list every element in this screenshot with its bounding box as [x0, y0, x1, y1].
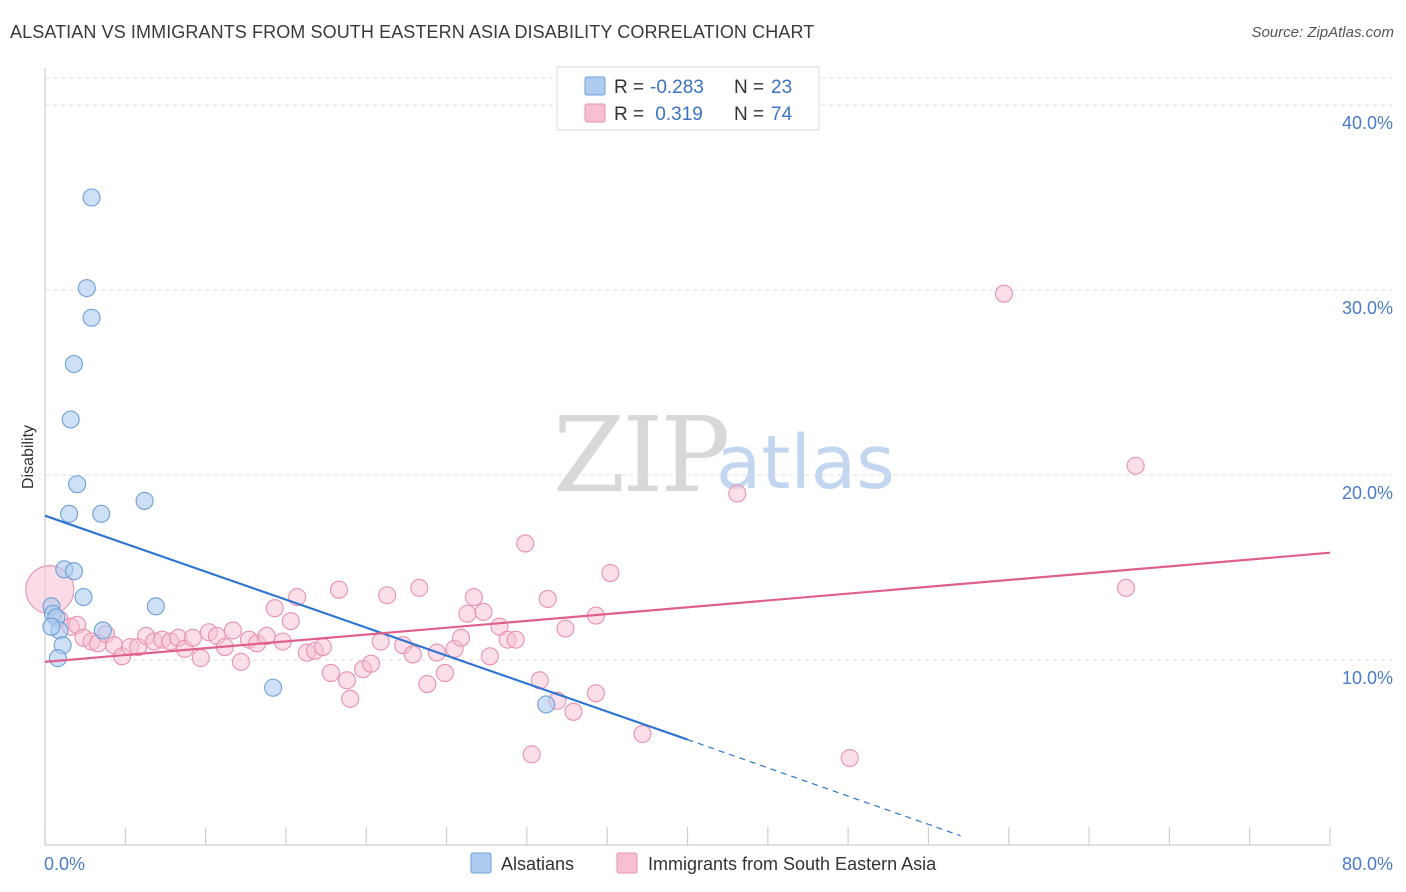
- pink-point: [183, 628, 202, 647]
- chart-title: ALSATIAN VS IMMIGRANTS FROM SOUTH EASTER…: [10, 22, 815, 42]
- pink-point: [538, 589, 557, 609]
- blue-point: [60, 504, 79, 523]
- pink-point: [458, 604, 477, 623]
- y-axis-title: Disability: [20, 425, 37, 489]
- pink-point: [231, 652, 251, 671]
- pink-point: [1116, 578, 1136, 597]
- y-tick-labels: 10.0% 20.0% 30.0% 40.0%: [1342, 113, 1393, 688]
- pink-point: [257, 626, 276, 646]
- watermark: ZIP atlas: [553, 394, 895, 516]
- pink-point: [223, 621, 242, 640]
- blue-trend-extension: [687, 738, 961, 837]
- legend-r-label: R =: [614, 104, 644, 125]
- legend-item-swatch-blue: [470, 852, 492, 874]
- series-legend: Alsatians Immigrants from South Eastern …: [470, 852, 937, 874]
- pink-point: [840, 748, 859, 768]
- blue-point: [93, 621, 112, 640]
- blue-trend-line: [44, 514, 688, 741]
- gridlines: [45, 77, 1392, 661]
- pink-point: [728, 484, 747, 503]
- pink-point: [281, 612, 300, 631]
- pink-point: [403, 645, 422, 664]
- pink-point: [1126, 456, 1145, 475]
- pink-point: [633, 724, 652, 744]
- pink-point: [994, 284, 1013, 303]
- legend-n-value: 23: [771, 77, 792, 98]
- pink-point: [516, 534, 535, 553]
- y-tick-label: 30.0%: [1342, 298, 1393, 318]
- pink-point: [564, 702, 583, 721]
- pink-point: [464, 588, 483, 607]
- blue-point: [77, 279, 96, 298]
- y-tick-label: 40.0%: [1342, 113, 1393, 133]
- legend-n-label: N =: [734, 77, 764, 98]
- pink-point: [265, 599, 284, 618]
- pink-point: [451, 628, 471, 647]
- legend-r-value: 0.319: [650, 104, 703, 125]
- blue-point: [68, 475, 87, 494]
- pink-point: [435, 663, 455, 683]
- pink-point: [321, 663, 340, 683]
- y-tick-label: 10.0%: [1342, 668, 1393, 688]
- blue-point: [48, 649, 67, 668]
- watermark-zip: ZIP: [553, 394, 727, 516]
- pink-point: [341, 689, 360, 708]
- pink-point: [378, 586, 397, 605]
- x-tick-label: 80.0%: [1342, 854, 1393, 874]
- blue-series-points: [42, 188, 556, 714]
- chart-source: Source: ZipAtlas.com: [1251, 24, 1394, 41]
- legend-item-alsatians: Alsatians: [501, 854, 574, 874]
- legend-r-label: R =: [614, 77, 644, 98]
- pink-point: [329, 580, 348, 599]
- x-tick-label: 0.0%: [44, 854, 85, 874]
- legend-swatch-pink: [584, 103, 606, 123]
- blue-point: [82, 308, 101, 327]
- blue-point: [64, 562, 83, 581]
- blue-point: [61, 410, 80, 429]
- blue-point: [74, 588, 93, 607]
- pink-trend-line: [44, 551, 1331, 663]
- blue-point: [92, 504, 111, 523]
- pink-point: [418, 674, 437, 694]
- legend-item-immigrants: Immigrants from South Eastern Asia: [648, 854, 937, 874]
- blue-point: [264, 678, 283, 697]
- pink-point: [362, 654, 381, 673]
- pink-point: [556, 619, 575, 638]
- pink-point: [480, 647, 499, 666]
- pink-point: [410, 578, 429, 597]
- blue-point: [537, 695, 556, 714]
- blue-point: [42, 617, 61, 636]
- legend-r-value: -0.283: [650, 77, 704, 98]
- pink-point: [313, 637, 332, 657]
- correlation-legend: R = -0.283 N = 23 R = 0.319 N = 74: [556, 66, 820, 131]
- pink-point: [506, 630, 525, 649]
- x-tick-labels: 0.0% 80.0%: [44, 854, 1393, 874]
- legend-n-label: N =: [734, 104, 764, 125]
- y-tick-label: 20.0%: [1342, 483, 1393, 503]
- pink-point: [522, 745, 541, 764]
- legend-item-swatch-pink: [616, 852, 638, 874]
- pink-series-points: [25, 284, 1145, 768]
- pink-point: [474, 602, 493, 621]
- trend-lines: [44, 514, 1331, 837]
- blue-point: [82, 188, 101, 207]
- legend-n-value: 74: [771, 104, 793, 125]
- pink-point: [191, 649, 210, 668]
- pink-point: [601, 563, 620, 583]
- blue-point: [135, 491, 154, 510]
- blue-point: [146, 597, 165, 616]
- pink-point: [337, 671, 357, 690]
- x-ticks: [44, 827, 1331, 845]
- pink-point: [586, 684, 605, 703]
- legend-swatch-blue: [584, 76, 606, 96]
- blue-point: [64, 354, 83, 374]
